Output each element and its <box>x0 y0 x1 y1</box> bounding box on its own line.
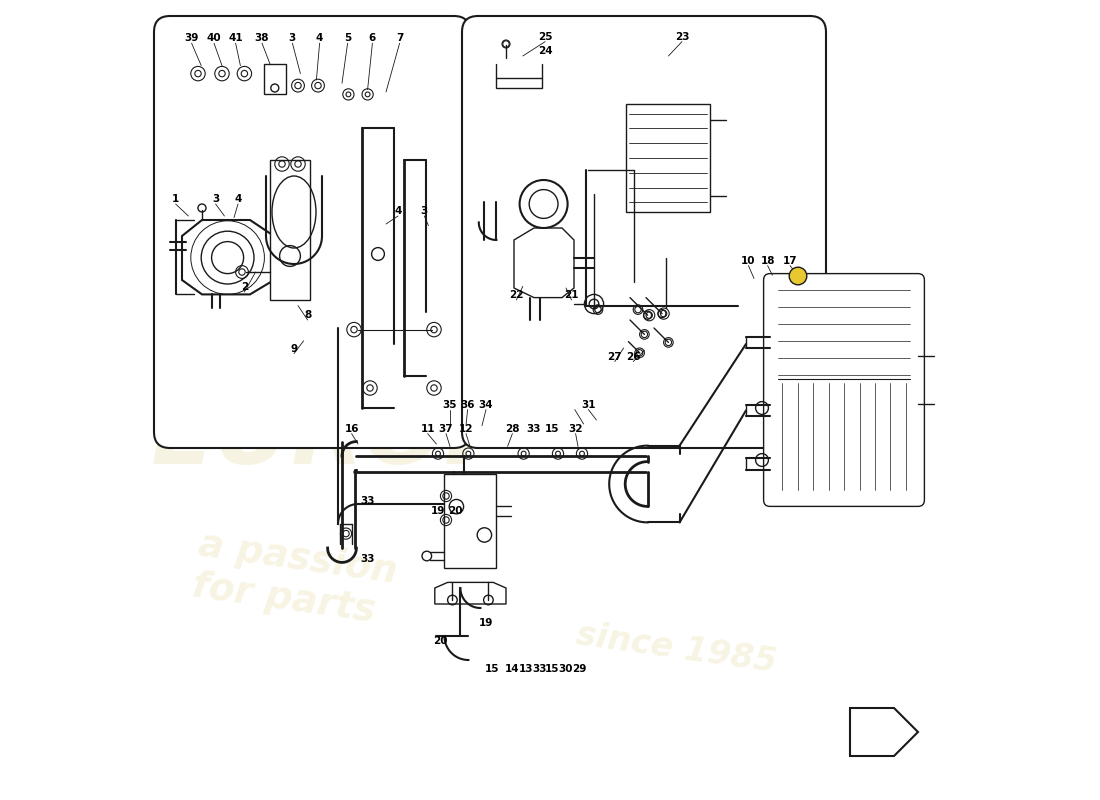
Text: 34: 34 <box>478 400 493 410</box>
Bar <box>264 64 286 94</box>
Text: 22: 22 <box>509 290 524 300</box>
Bar <box>270 160 310 300</box>
Text: 16: 16 <box>344 424 359 434</box>
Text: 32: 32 <box>569 424 583 434</box>
Text: 30: 30 <box>559 664 573 674</box>
Text: 3: 3 <box>421 206 428 216</box>
Text: EUROP: EUROP <box>150 392 514 484</box>
Text: 14: 14 <box>505 664 519 674</box>
Text: 10: 10 <box>741 256 756 266</box>
Text: 4: 4 <box>234 194 242 204</box>
Bar <box>444 474 496 568</box>
Text: 24: 24 <box>538 46 552 56</box>
FancyBboxPatch shape <box>763 274 924 506</box>
Text: 4: 4 <box>394 206 402 216</box>
Text: 36: 36 <box>461 400 475 410</box>
Text: 33: 33 <box>361 495 375 506</box>
Text: since 1985: since 1985 <box>574 618 779 679</box>
Text: 26: 26 <box>626 351 640 362</box>
Text: 29: 29 <box>572 664 586 674</box>
Text: 39: 39 <box>185 34 199 43</box>
Polygon shape <box>514 228 574 298</box>
Bar <box>496 78 542 88</box>
Text: 9: 9 <box>290 344 298 354</box>
Polygon shape <box>182 220 274 294</box>
Text: 2: 2 <box>241 282 248 292</box>
Text: 20: 20 <box>449 506 463 516</box>
Text: 3: 3 <box>289 34 296 43</box>
Text: 35: 35 <box>442 400 458 410</box>
Text: 7: 7 <box>396 34 404 43</box>
Text: 19: 19 <box>431 506 446 516</box>
Text: 19: 19 <box>478 618 493 628</box>
Text: 33: 33 <box>361 554 375 564</box>
Text: 38: 38 <box>255 34 270 43</box>
FancyBboxPatch shape <box>154 16 470 448</box>
Text: 3: 3 <box>212 194 219 204</box>
Text: 28: 28 <box>505 424 519 434</box>
Polygon shape <box>850 708 918 756</box>
Polygon shape <box>434 582 506 604</box>
Text: 15: 15 <box>546 424 560 434</box>
Text: 21: 21 <box>564 290 579 300</box>
Text: 17: 17 <box>783 256 798 266</box>
Text: 40: 40 <box>207 34 221 43</box>
Text: 33: 33 <box>526 424 540 434</box>
Text: 1: 1 <box>172 194 179 204</box>
Text: 37: 37 <box>439 424 453 434</box>
Text: 13: 13 <box>519 664 534 674</box>
Text: 41: 41 <box>229 34 243 43</box>
Text: 4: 4 <box>316 34 323 43</box>
Text: 15: 15 <box>485 664 499 674</box>
Text: 33: 33 <box>532 664 547 674</box>
Text: 25: 25 <box>538 31 552 42</box>
Text: 5: 5 <box>344 34 351 43</box>
Text: a passion
for parts: a passion for parts <box>190 527 399 632</box>
Text: 6: 6 <box>368 34 376 43</box>
Text: 27: 27 <box>607 351 623 362</box>
Text: 15: 15 <box>546 664 560 674</box>
Text: 31: 31 <box>581 400 596 410</box>
FancyBboxPatch shape <box>462 16 826 448</box>
Text: 11: 11 <box>420 424 434 434</box>
Bar <box>626 104 710 212</box>
Text: 8: 8 <box>304 310 311 320</box>
Circle shape <box>789 267 806 285</box>
Text: 18: 18 <box>760 256 774 266</box>
Text: 20: 20 <box>433 637 448 646</box>
Text: 23: 23 <box>674 31 690 42</box>
Text: 12: 12 <box>459 424 473 434</box>
